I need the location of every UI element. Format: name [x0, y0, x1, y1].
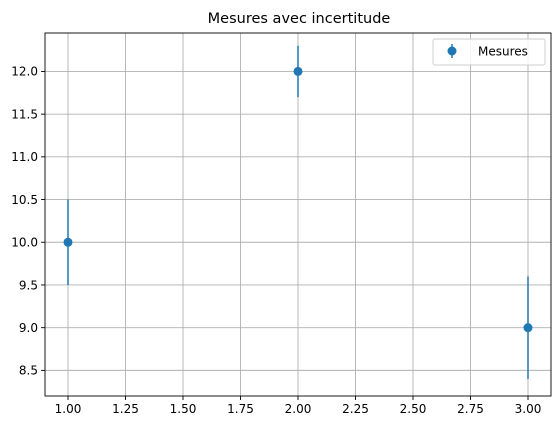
legend-box: [432, 38, 546, 66]
y-tick-label: 11.5: [11, 107, 38, 121]
y-tick-label: 10.0: [11, 236, 38, 250]
x-tick-label: 2.00: [285, 402, 312, 416]
y-tick-label: 9.0: [19, 321, 38, 335]
data-point: [293, 66, 303, 76]
y-tick-label: 9.5: [19, 278, 38, 292]
x-tick-label: 1.25: [112, 402, 139, 416]
y-axis: 8.5 9.0 9.5 10.0 10.5 11.0 11.5 12.0: [11, 65, 45, 378]
y-tick-label: 11.0: [11, 150, 38, 164]
x-axis: 1.00 1.25 1.50 1.75 2.00 2.25 2.50 2.75 3.00: [55, 396, 542, 416]
chart-title: Mesures avec incertitude: [208, 11, 391, 27]
legend-label: Mesures: [478, 45, 528, 59]
y-tick-label: 8.5: [19, 364, 38, 378]
data-point: [523, 323, 533, 333]
legend: Mesures: [432, 38, 546, 66]
x-tick-label: 3.00: [515, 402, 542, 416]
y-tick-label: 12.0: [11, 65, 38, 79]
x-tick-label: 1.50: [170, 402, 197, 416]
data-point: [63, 237, 73, 247]
data-series: [63, 45, 533, 379]
y-tick-label: 10.5: [11, 193, 38, 207]
x-tick-label: 2.25: [342, 402, 369, 416]
x-tick-label: 2.50: [400, 402, 427, 416]
legend-marker-icon: [447, 46, 457, 56]
x-tick-label: 1.75: [227, 402, 254, 416]
x-tick-label: 2.75: [457, 402, 484, 416]
x-tick-label: 1.00: [55, 402, 82, 416]
